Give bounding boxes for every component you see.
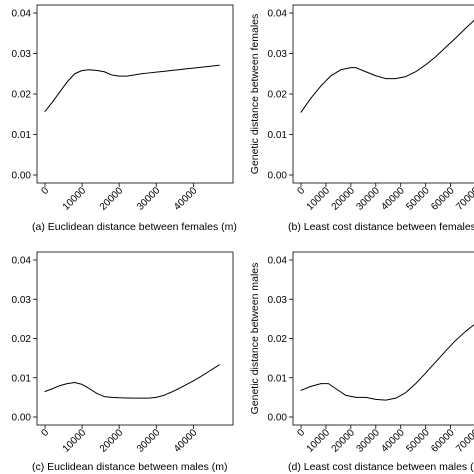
y-tick-label: 0.02 — [12, 334, 32, 345]
x-tick-label: 10000 — [61, 185, 89, 213]
x-tick-label: 10000 — [305, 427, 333, 455]
y-tick-label: 0.02 — [12, 90, 32, 101]
x-tick-label: 0 — [295, 185, 307, 197]
x-tick-label: 20000 — [98, 427, 126, 455]
panel-caption: (d) Least cost distance between males (m… — [288, 461, 474, 473]
x-tick-label: 20000 — [98, 185, 126, 213]
plot-frame — [36, 4, 234, 184]
series-line — [44, 64, 220, 112]
y-tick-label: 0.02 — [268, 90, 288, 101]
plot-frame — [292, 4, 474, 184]
y-tick-label: 0.00 — [12, 171, 32, 182]
x-tick-label: 0 — [295, 427, 307, 439]
x-tick-label: 10000 — [61, 427, 89, 455]
y-tick-label: 0.03 — [12, 49, 32, 60]
x-tick-label: 20000 — [330, 427, 358, 455]
x-tick-label: 60000 — [429, 185, 457, 213]
x-tick-label: 30000 — [135, 427, 163, 455]
x-tick-label: 60000 — [429, 427, 457, 455]
x-tick-label: 10000 — [305, 185, 333, 213]
chart-panel-b: 0.00 0.01 0.02 0.03 0.04 01000020000300004000… — [249, 4, 474, 233]
x-tick-label: 20000 — [330, 185, 358, 213]
x-tick-label: 40000 — [172, 185, 200, 213]
panel-caption: (b) Least cost distance between females … — [288, 221, 474, 233]
y-tick-label: 0.01 — [268, 373, 288, 384]
y-tick-label: 0.03 — [268, 49, 288, 60]
y-axis-label: Genetic distance between females — [249, 14, 261, 175]
series-line — [300, 19, 474, 113]
y-tick-label: 0.03 — [268, 295, 288, 306]
y-tick-label: 0.04 — [268, 9, 288, 20]
y-tick-label: 0.00 — [268, 413, 288, 424]
chart-panel-c: 0.00 0.01 0.02 0.03 0.04 0 10000 20000 30000 4000… — [12, 251, 234, 473]
series-line — [44, 364, 220, 399]
x-tick-label: 40000 — [172, 427, 200, 455]
y-tick-label: 0.03 — [12, 295, 32, 306]
x-tick-label: 40000 — [379, 185, 407, 213]
plot-frame — [292, 251, 474, 426]
x-tick-label: 70000 — [454, 427, 474, 455]
chart-panel-a: 0.00 0.01 0.02 0.03 0.04 0 10000 20000 30000 4000… — [12, 4, 237, 233]
chart-panel-d: 0.00 0.01 0.02 0.03 0.04 01000020000300004000… — [249, 251, 474, 473]
x-tick-label: 0 — [39, 427, 51, 439]
y-tick-label: 0.04 — [268, 256, 288, 267]
x-tick-label: 50000 — [404, 185, 432, 213]
x-tick-label: 30000 — [135, 185, 163, 213]
panel-caption: (c) Euclidean distance between males (m) — [32, 461, 228, 473]
y-tick-label: 0.04 — [12, 9, 32, 20]
y-tick-label: 0.00 — [268, 171, 288, 182]
x-tick-label: 30000 — [354, 427, 382, 455]
x-tick-label: 0 — [39, 185, 51, 197]
y-tick-label: 0.01 — [268, 130, 288, 141]
x-tick-label: 70000 — [454, 185, 474, 213]
y-tick-label: 0.01 — [12, 373, 32, 384]
series-line — [300, 324, 474, 401]
y-axis-label: Genetic distance between males — [249, 263, 261, 415]
y-tick-label: 0.04 — [12, 256, 32, 267]
plot-frame — [36, 251, 234, 426]
x-tick-label: 40000 — [379, 427, 407, 455]
y-tick-label: 0.00 — [12, 413, 32, 424]
panel-caption: (a) Euclidean distance between females (… — [32, 221, 237, 233]
y-tick-label: 0.01 — [12, 130, 32, 141]
x-tick-label: 50000 — [404, 427, 432, 455]
x-tick-label: 30000 — [354, 185, 382, 213]
y-tick-label: 0.02 — [268, 334, 288, 345]
